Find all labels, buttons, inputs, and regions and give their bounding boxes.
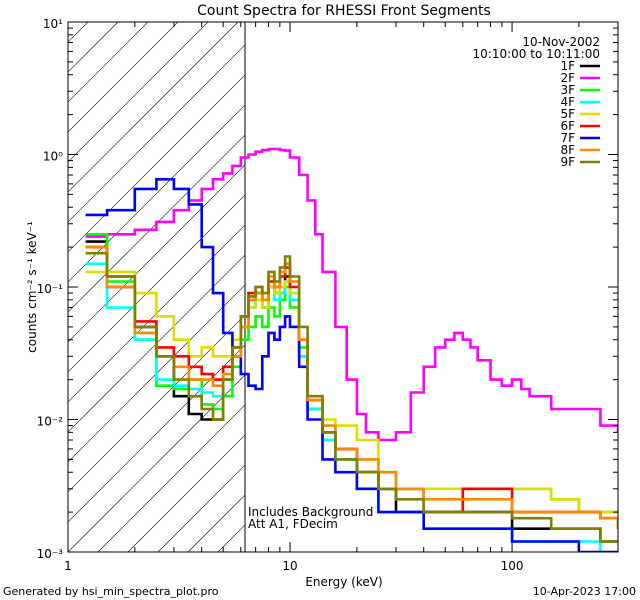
footer-generated-by: Generated by hsi_min_spectra_plot.pro [3,585,219,598]
hatch-line [127,434,245,552]
y-tick-label: 10⁻² [37,415,64,429]
legend-label-7F: 7F [560,131,575,145]
y-tick-label: 10⁰ [43,150,63,164]
x-tick-label: 1 [64,559,72,573]
hatch-line [68,22,149,103]
hatch-line [68,224,245,403]
annotation-background: Includes Background [248,505,373,519]
legend-label-2F: 2F [560,71,575,85]
annotation-attenuator: Att A1, FDecim [248,517,338,531]
x-tick-label: 100 [501,559,524,573]
hatch-line [68,374,245,552]
hatch-line [68,134,245,313]
legend-time-range: 10:10:00 to 10:11:00 [473,47,600,61]
legend-label-5F: 5F [560,107,575,121]
x-tick-label: 10 [282,559,297,573]
hatch-line [68,22,119,73]
legend-date: 10-Nov-2002 [522,35,600,49]
series-2F-line [85,147,618,442]
hatch-line [68,194,245,373]
hatch-line [68,22,209,163]
hatch-line [68,22,179,133]
x-axis-label: Energy (keV) [305,575,382,589]
series-9F-line [85,251,618,543]
y-tick-label: 10⁻¹ [37,282,64,296]
legend-label-1F: 1F [560,59,575,73]
chart-title: Count Spectra for RHESSI Front Segments [197,3,491,19]
hatch-line [68,344,245,523]
hatch-line [68,284,245,463]
footer-timestamp: 10-Apr-2023 17:00 [533,585,636,598]
series-group [85,147,618,552]
legend-label-9F: 9F [560,155,575,169]
legend-label-4F: 4F [560,95,575,109]
y-axis-label: counts cm⁻² s⁻¹ keV⁻¹ [25,221,39,353]
y-tick-label: 10⁻³ [37,547,64,561]
hatch-line [68,22,239,193]
hatch-line [68,314,245,493]
legend-label-6F: 6F [560,119,575,133]
hatch-line [68,164,245,343]
plot-area [68,22,618,552]
axis-ticks [67,22,619,553]
hatch-line [68,44,245,223]
legend-label-3F: 3F [560,83,575,97]
y-tick-label: 10¹ [43,17,63,31]
legend-label-8F: 8F [560,143,575,157]
hatch-line [97,404,245,552]
